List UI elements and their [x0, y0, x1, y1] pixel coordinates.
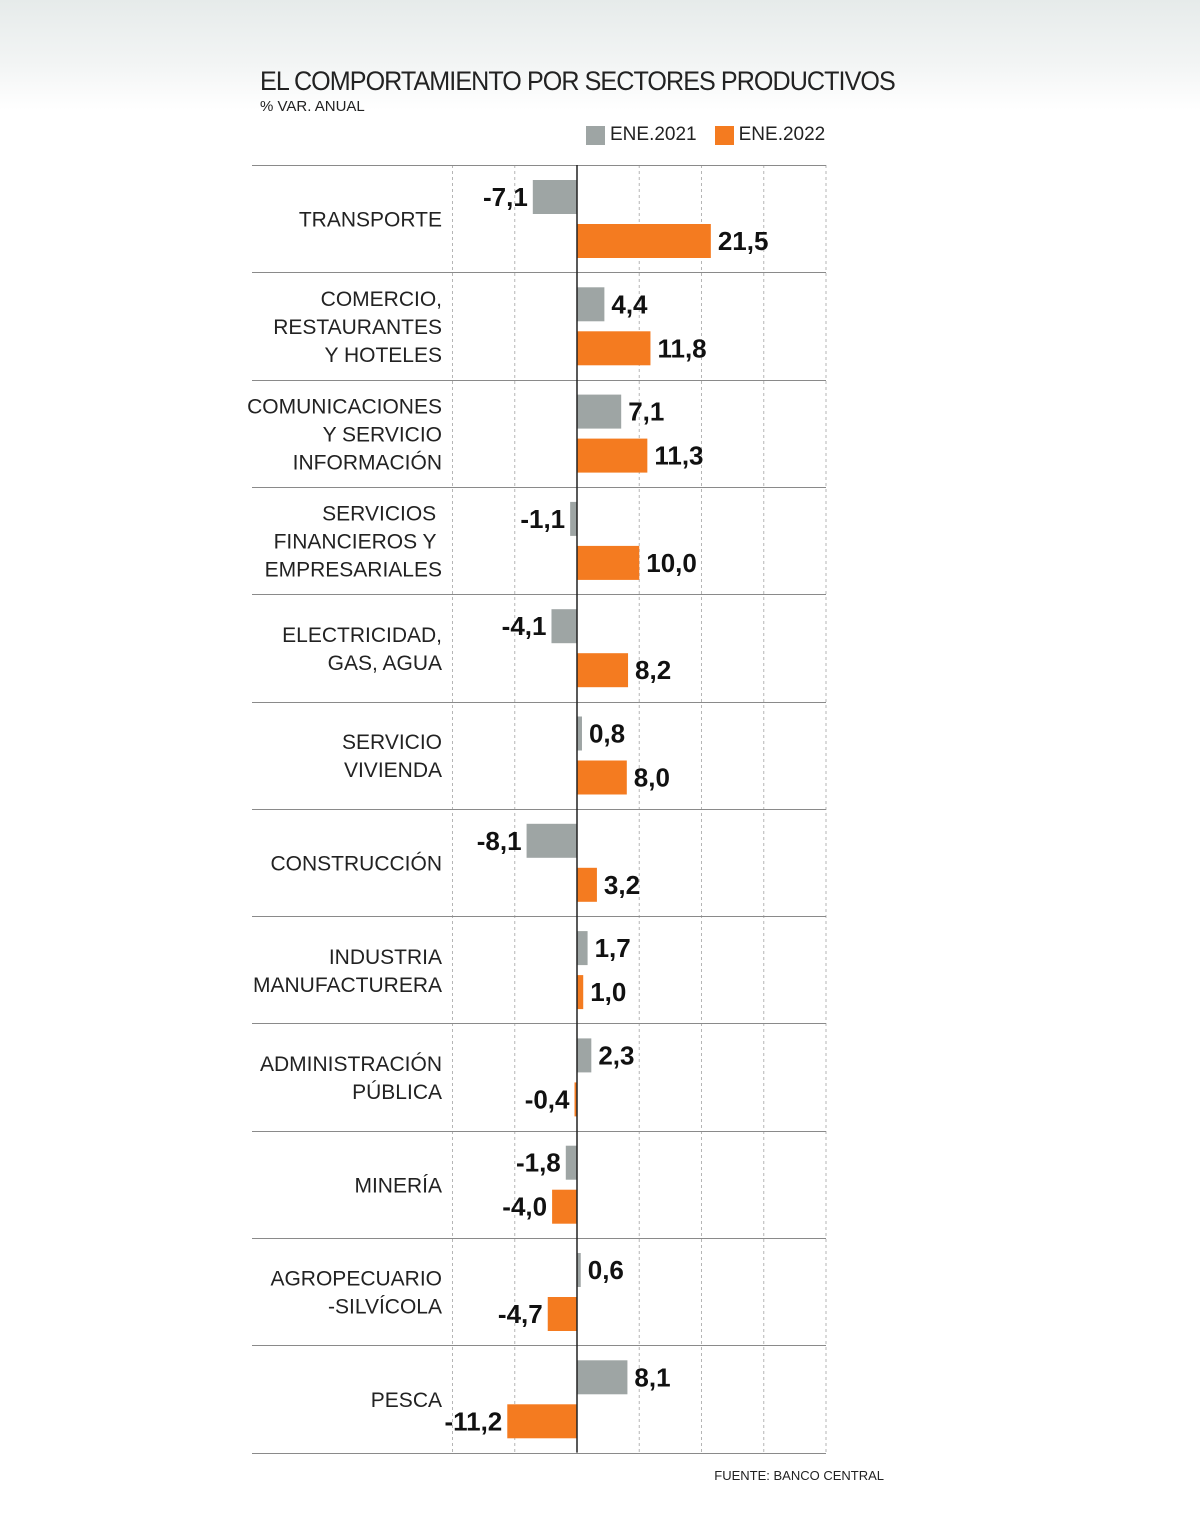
source-note: FUENTE: BANCO CENTRAL [714, 1468, 884, 1483]
category-label-line: Y HOTELES [325, 344, 443, 367]
category-label-line: PESCA [371, 1389, 442, 1412]
bar-ene2021-comunicaciones [577, 394, 622, 429]
value-label-ene2022-industria: 1,0 [590, 977, 626, 1007]
value-label-ene2021-comunicaciones: 7,1 [628, 397, 664, 427]
value-label-ene2022-servicio-vivienda: 8,0 [634, 763, 670, 793]
bar-ene2022-servicio-vivienda [577, 760, 627, 795]
value-label-ene2022-agropecuario: -4,7 [498, 1299, 543, 1329]
bar-ene2022-transporte [577, 224, 711, 258]
value-label-ene2022-comunicaciones: 11,3 [654, 441, 703, 471]
category-label-line: ELECTRICIDAD, [282, 624, 442, 647]
category-label-agropecuario: AGROPECUARIO -SILVÍCOLA [270, 1268, 442, 1319]
value-label-ene2021-construccion: -8,1 [477, 826, 522, 856]
header-background [0, 0, 1200, 110]
category-label-line: TRANSPORTE [299, 209, 442, 232]
bar-ene2022-industria [577, 975, 584, 1010]
legend-swatch-ene2022 [714, 125, 734, 145]
category-label-industria: INDUSTRIA MANUFACTURERA [253, 946, 442, 997]
value-label-ene2021-agropecuario: 0,6 [588, 1255, 624, 1285]
category-label-line: MINERÍA [354, 1174, 442, 1197]
value-label-ene2022-electricidad: 8,2 [635, 655, 671, 685]
value-label-ene2021-transporte: -7,1 [483, 182, 528, 212]
bar-ene2021-electricidad [551, 609, 577, 644]
category-label-line: GAS, AGUA [328, 652, 442, 675]
category-label-servicio-vivienda: SERVICIO VIVIENDA [342, 731, 442, 782]
category-label-line: PÚBLICA [352, 1081, 442, 1104]
category-label-comercio: COMERCIO, RESTAURANTES Y HOTELES [273, 288, 442, 367]
category-label-line: COMUNICACIONES [247, 395, 442, 418]
category-label-line: VIVIENDA [344, 759, 442, 782]
bar-ene2021-industria [577, 931, 588, 966]
category-label-line: SERVICIO [342, 731, 442, 754]
legend-label-ene2022: ENE.2022 [738, 124, 826, 145]
value-label-ene2021-electricidad: -4,1 [502, 611, 547, 641]
category-label-line: CONSTRUCCIÓN [271, 852, 443, 875]
value-label-ene2021-comercio: 4,4 [611, 289, 648, 319]
legend-swatch-ene2021 [586, 125, 605, 145]
legend-label-ene2021: ENE.2021 [610, 124, 697, 145]
bar-ene2021-construccion [526, 823, 577, 858]
legend: ENE.2021 ENE.2022 [586, 124, 843, 146]
category-label-line: -SILVÍCOLA [328, 1296, 442, 1319]
category-label-line: Y SERVICIO [323, 423, 442, 446]
bar-ene2022-agropecuario [547, 1297, 577, 1331]
category-label-transporte: TRANSPORTE [299, 209, 442, 232]
bar-ene2021-administracion [577, 1038, 592, 1073]
value-label-ene2021-servicio-vivienda: 0,8 [589, 719, 625, 749]
category-label-line: INDUSTRIA [329, 946, 442, 969]
value-label-ene2022-comercio: 11,8 [657, 333, 706, 363]
value-label-ene2021-servicios-financieros: -1,1 [520, 504, 565, 534]
value-label-ene2022-servicios-financieros: 10,0 [646, 548, 697, 578]
value-label-ene2021-mineria: -1,8 [516, 1148, 561, 1178]
category-label-line: AGROPECUARIO [270, 1268, 442, 1291]
value-label-ene2022-administracion: -0,4 [525, 1084, 570, 1114]
bar-ene2022-comercio [577, 331, 651, 366]
category-label-line: RESTAURANTES [273, 316, 442, 339]
chart-title: EL COMPORTAMIENTO POR SECTORES PRODUCTIV… [260, 66, 896, 96]
value-label-ene2021-industria: 1,7 [595, 933, 631, 963]
value-label-ene2021-pesca: 8,1 [634, 1362, 670, 1392]
bar-ene2021-agropecuario [577, 1253, 581, 1287]
legend-item-ene2021: ENE.2021 [586, 124, 697, 146]
legend-item-ene2022: ENE.2022 [714, 124, 826, 146]
value-label-ene2022-pesca: -11,2 [444, 1406, 502, 1436]
category-label-line: SERVICIOS [322, 503, 442, 526]
bar-ene2022-electricidad [577, 653, 629, 688]
bar-ene2021-mineria [565, 1145, 577, 1180]
bar-ene2022-construccion [577, 867, 597, 902]
bar-ene2022-pesca [507, 1404, 577, 1439]
category-label-line: ADMINISTRACIÓN [260, 1053, 442, 1076]
bar-ene2022-mineria [552, 1189, 577, 1224]
category-label-line: COMERCIO, [321, 288, 442, 311]
bar-ene2021-comercio [577, 287, 605, 322]
category-label-pesca: PESCA [371, 1389, 442, 1412]
bar-ene2022-administracion [574, 1082, 577, 1117]
value-label-ene2022-transporte: 21,5 [718, 226, 769, 256]
category-label-line: EMPRESARIALES [265, 559, 442, 582]
category-label-construccion: CONSTRUCCIÓN [271, 852, 443, 875]
category-label-servicios-financieros: SERVICIOS FINANCIEROS Y EMPRESARIALES [265, 503, 442, 582]
category-label-electricidad: ELECTRICIDAD, GAS, AGUA [282, 624, 442, 675]
value-label-ene2022-mineria: -4,0 [502, 1192, 547, 1222]
value-label-ene2022-construccion: 3,2 [604, 870, 640, 900]
category-label-line: MANUFACTURERA [253, 974, 442, 997]
chart-subtitle: % VAR. ANUAL [260, 98, 365, 115]
category-label-mineria: MINERÍA [354, 1174, 442, 1197]
category-label-administracion: ADMINISTRACIÓN PÚBLICA [260, 1053, 442, 1104]
bar-ene2021-pesca [577, 1360, 628, 1395]
bar-ene2022-servicios-financieros [577, 545, 640, 580]
bar-ene2021-servicio-vivienda [577, 716, 582, 751]
bar-ene2021-transporte [532, 180, 577, 214]
category-label-line: INFORMACIÓN [293, 451, 442, 474]
category-label-comunicaciones: COMUNICACIONES Y SERVICIO INFORMACIÓN [247, 395, 442, 474]
bar-ene2022-comunicaciones [577, 438, 648, 473]
value-label-ene2021-administracion: 2,3 [598, 1040, 634, 1070]
category-label-line: FINANCIEROS Y [274, 531, 442, 554]
bar-ene2021-servicios-financieros [570, 501, 577, 536]
